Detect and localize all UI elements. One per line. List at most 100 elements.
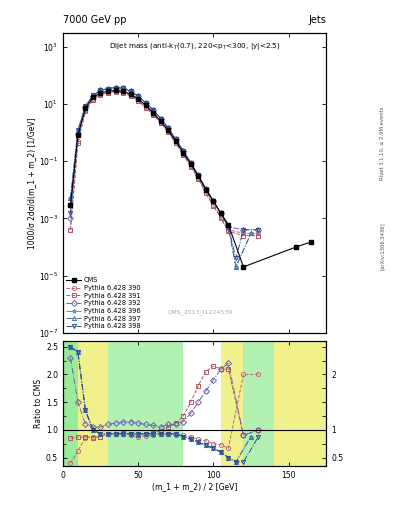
Pythia 6.428 398 [83,103,88,109]
Line: Pythia 6.428 391: Pythia 6.428 391 [68,90,261,238]
Pythia 6.428 390 [204,189,208,196]
Pythia 6.428 392 [143,100,148,106]
CMS [241,264,246,270]
Pythia 6.428 397 [75,127,80,134]
CMS [151,110,156,116]
Pythia 6.428 392 [166,125,171,131]
Pythia 6.428 390 [128,92,133,98]
Bar [108,341,183,466]
Pythia 6.428 398 [196,173,201,179]
Pythia 6.428 391 [121,90,125,96]
Pythia 6.428 390 [91,96,95,102]
Pythia 6.428 391 [158,120,163,126]
Pythia 6.428 398 [181,148,185,154]
Pythia 6.428 391 [68,227,73,233]
Line: CMS: CMS [68,88,314,269]
Pythia 6.428 390 [68,227,73,233]
Pythia 6.428 396 [166,125,171,131]
CMS [294,244,298,250]
Pythia 6.428 390 [219,214,223,220]
Pythia 6.428 396 [121,85,125,91]
Pythia 6.428 398 [113,84,118,91]
Bar [243,341,274,466]
Pythia 6.428 392 [91,93,95,99]
Pythia 6.428 390 [121,89,125,95]
Pythia 6.428 391 [136,98,140,104]
CMS [158,118,163,124]
Pythia 6.428 398 [68,210,73,217]
Pythia 6.428 398 [136,93,140,99]
Bar [221,341,243,466]
Pythia 6.428 392 [241,227,246,233]
Pythia 6.428 396 [181,148,185,154]
Line: Pythia 6.428 397: Pythia 6.428 397 [68,86,253,269]
Pythia 6.428 391 [91,97,95,103]
Text: Dijet mass (anti-k$_T$(0.7), 220<p$_T$<300, |y|<2.5): Dijet mass (anti-k$_T$(0.7), 220<p$_T$<3… [108,41,281,52]
Pythia 6.428 392 [173,136,178,142]
CMS [309,239,314,245]
CMS [219,210,223,217]
Pythia 6.428 397 [188,160,193,166]
Pythia 6.428 398 [143,100,148,106]
Pythia 6.428 397 [166,125,171,131]
Pythia 6.428 396 [173,136,178,142]
Pythia 6.428 397 [151,107,156,113]
Bar [63,341,78,466]
Pythia 6.428 391 [75,139,80,145]
Pythia 6.428 390 [211,202,216,208]
Bar [78,341,108,466]
Pythia 6.428 391 [196,176,201,182]
Pythia 6.428 396 [188,160,193,166]
Pythia 6.428 397 [196,173,201,179]
CMS [83,105,88,112]
CMS [98,90,103,96]
Line: Pythia 6.428 390: Pythia 6.428 390 [68,89,261,236]
Pythia 6.428 398 [173,136,178,142]
Pythia 6.428 398 [241,227,246,233]
Pythia 6.428 398 [233,255,238,262]
CMS [211,198,216,204]
Pythia 6.428 397 [98,88,103,94]
Pythia 6.428 391 [143,104,148,111]
Pythia 6.428 391 [226,228,231,234]
Legend: CMS, Pythia 6.428 390, Pythia 6.428 391, Pythia 6.428 392, Pythia 6.428 396, Pyt: CMS, Pythia 6.428 390, Pythia 6.428 391,… [65,276,141,331]
Pythia 6.428 391 [166,129,171,135]
Pythia 6.428 398 [106,86,110,92]
Pythia 6.428 396 [106,86,110,92]
Pythia 6.428 398 [128,88,133,94]
Pythia 6.428 392 [136,93,140,99]
Pythia 6.428 390 [113,88,118,94]
Pythia 6.428 390 [75,138,80,144]
Pythia 6.428 397 [113,84,118,91]
Pythia 6.428 396 [204,185,208,191]
Pythia 6.428 396 [151,107,156,113]
CMS [188,161,193,167]
Pythia 6.428 397 [249,230,253,237]
Pythia 6.428 392 [188,160,193,166]
Pythia 6.428 390 [241,230,246,237]
Pythia 6.428 390 [188,163,193,169]
Pythia 6.428 397 [106,86,110,92]
Bar [183,341,221,466]
CMS [196,173,201,179]
Pythia 6.428 390 [226,227,231,233]
Pythia 6.428 391 [211,203,216,209]
Pythia 6.428 396 [113,84,118,91]
Pythia 6.428 396 [226,224,231,230]
Pythia 6.428 392 [219,210,223,217]
CMS [113,88,118,94]
Pythia 6.428 392 [211,198,216,204]
CMS [181,150,185,156]
Pythia 6.428 391 [151,112,156,118]
Pythia 6.428 390 [98,91,103,97]
Pythia 6.428 396 [249,230,253,237]
Pythia 6.428 398 [158,116,163,122]
X-axis label: (m_1 + m_2) / 2 [GeV]: (m_1 + m_2) / 2 [GeV] [152,482,237,492]
Pythia 6.428 391 [241,232,246,239]
Pythia 6.428 396 [158,116,163,122]
CMS [204,187,208,193]
Pythia 6.428 391 [219,216,223,222]
Pythia 6.428 398 [256,227,261,233]
Pythia 6.428 396 [98,88,103,94]
Pythia 6.428 391 [113,89,118,95]
